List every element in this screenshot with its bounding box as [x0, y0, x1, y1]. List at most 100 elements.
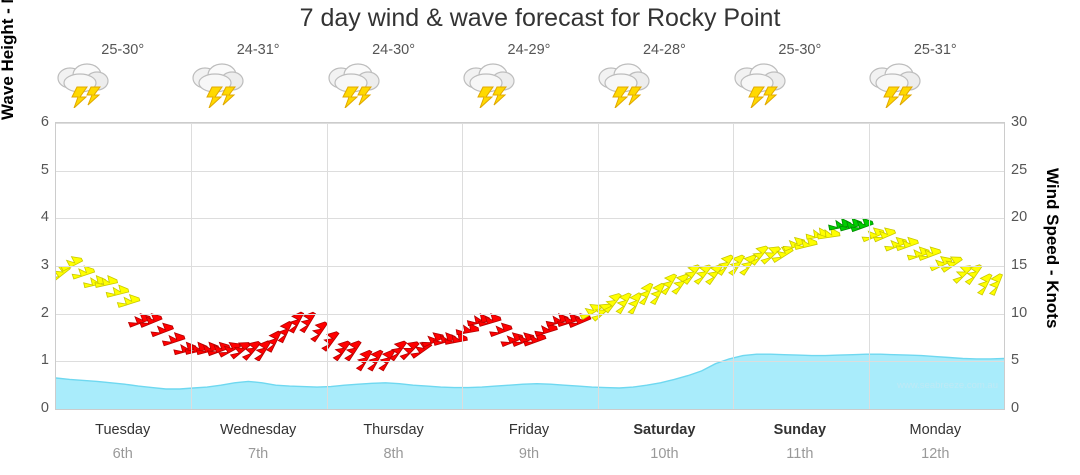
wind-barb	[817, 227, 841, 240]
thunderstorm-icon	[53, 62, 193, 112]
wind-barb	[241, 341, 262, 361]
wind-barb	[603, 293, 622, 314]
wind-barb	[150, 322, 174, 338]
wind-barb	[455, 322, 480, 336]
wind-barb	[477, 313, 502, 327]
thunderstorm-icon	[324, 62, 464, 112]
wind-barb	[105, 284, 130, 298]
x-tick-date-7th: 7th	[248, 446, 269, 462]
x-tick-day-saturday: Saturday	[633, 422, 696, 438]
wind-barb	[444, 332, 468, 345]
y-tick-right: 25	[1011, 161, 1028, 178]
gridline-vertical	[462, 123, 463, 409]
wind-barb	[94, 274, 119, 288]
wind-barb	[895, 236, 919, 252]
wind-barb	[522, 332, 547, 347]
y-axis-left-label: Wave Height - Metres	[0, 0, 17, 120]
x-tick-date-8th: 8th	[383, 446, 404, 462]
wind-barb	[615, 292, 632, 315]
day-temperature-range: 24-29°	[507, 42, 551, 58]
wind-barb	[500, 332, 524, 347]
day-temperature-range: 24-31°	[236, 42, 280, 58]
wind-barb	[760, 246, 782, 265]
y-tick-left: 2	[40, 304, 49, 321]
gridline-horizontal	[56, 123, 1004, 124]
page-title: 7 day wind & wave forecast for Rocky Poi…	[299, 4, 781, 32]
y-tick-right: 5	[1011, 352, 1020, 369]
wind-barb	[378, 349, 395, 372]
thunderstorm-icon	[594, 62, 734, 112]
y-tick-right: 20	[1011, 209, 1028, 226]
gridline-horizontal	[56, 218, 1004, 219]
wave-height-area	[56, 354, 1004, 409]
chart-svg	[56, 217, 1004, 409]
wind-barb	[716, 254, 734, 276]
wind-barb	[850, 217, 874, 233]
y-tick-left: 0	[40, 400, 49, 416]
wind-barb	[344, 340, 362, 362]
gridline-vertical	[327, 123, 328, 409]
wind-barb	[206, 341, 231, 357]
y-tick-right: 0	[1011, 400, 1020, 416]
wind-barb	[511, 332, 536, 347]
thunderstorm-icon	[188, 62, 328, 112]
wind-barb	[739, 254, 757, 276]
x-tick-date-11th: 11th	[786, 446, 814, 462]
x-tick-day-thursday: Thursday	[363, 422, 424, 438]
gridline-horizontal	[56, 361, 1004, 362]
wind-barb	[872, 227, 897, 243]
day-temperature-range: 24-30°	[372, 42, 415, 58]
wind-barb	[964, 264, 983, 286]
wind-barb	[917, 246, 942, 261]
wind-barb	[421, 332, 445, 348]
wind-barb	[332, 340, 351, 362]
x-tick-day-monday: Monday	[909, 422, 962, 438]
wind-barb	[399, 341, 420, 361]
wind-barb	[56, 265, 71, 283]
y-tick-left: 6	[40, 114, 49, 130]
wind-barb	[410, 342, 433, 359]
wind-barb	[940, 256, 963, 273]
wind-barb	[771, 246, 794, 263]
gridline-vertical	[191, 123, 192, 409]
gridline-horizontal	[56, 266, 1004, 267]
thunderstorm-icon	[730, 62, 870, 112]
y-tick-left: 5	[40, 161, 49, 178]
y-axis-right-label: Wind Speed - Knots	[1043, 168, 1062, 329]
wind-barb	[782, 236, 806, 252]
wind-barb	[388, 340, 408, 362]
wind-barb	[299, 311, 317, 334]
wind-barb	[534, 322, 558, 337]
wind-barb	[638, 282, 654, 306]
y-tick-right: 10	[1011, 304, 1028, 321]
wind-barb	[218, 341, 242, 358]
wind-barb	[321, 331, 340, 352]
x-tick-date-10th: 10th	[650, 446, 679, 462]
y-tick-left: 4	[40, 209, 49, 226]
wind-barb	[288, 311, 305, 334]
watermark: www.seabreeze.com.au	[897, 380, 998, 391]
wind-barb	[988, 273, 1004, 296]
wind-barb	[139, 313, 163, 328]
wind-barb	[60, 256, 84, 272]
day-temperature-range: 25-31°	[913, 42, 957, 58]
wind-barb	[116, 293, 141, 308]
wind-barb	[728, 254, 746, 276]
x-tick-day-wednesday: Wednesday	[219, 422, 297, 438]
x-tick-date-6th: 6th	[112, 446, 133, 462]
wind-barb	[71, 265, 96, 280]
gridline-vertical	[869, 123, 870, 409]
gridline-horizontal	[56, 314, 1004, 315]
y-tick-left: 3	[40, 257, 49, 273]
gridline-vertical	[598, 123, 599, 409]
x-tick-day-tuesday: Tuesday	[95, 422, 151, 438]
thunderstorm-icon	[865, 62, 1005, 112]
wind-barb	[976, 273, 993, 296]
day-temperature-range: 25-30°	[778, 42, 822, 58]
wind-barb	[861, 227, 885, 243]
wind-barb	[489, 322, 513, 338]
day-temperature-range: 25-30°	[101, 42, 145, 58]
wind-barb	[161, 332, 186, 347]
y-tick-left: 1	[40, 352, 49, 369]
